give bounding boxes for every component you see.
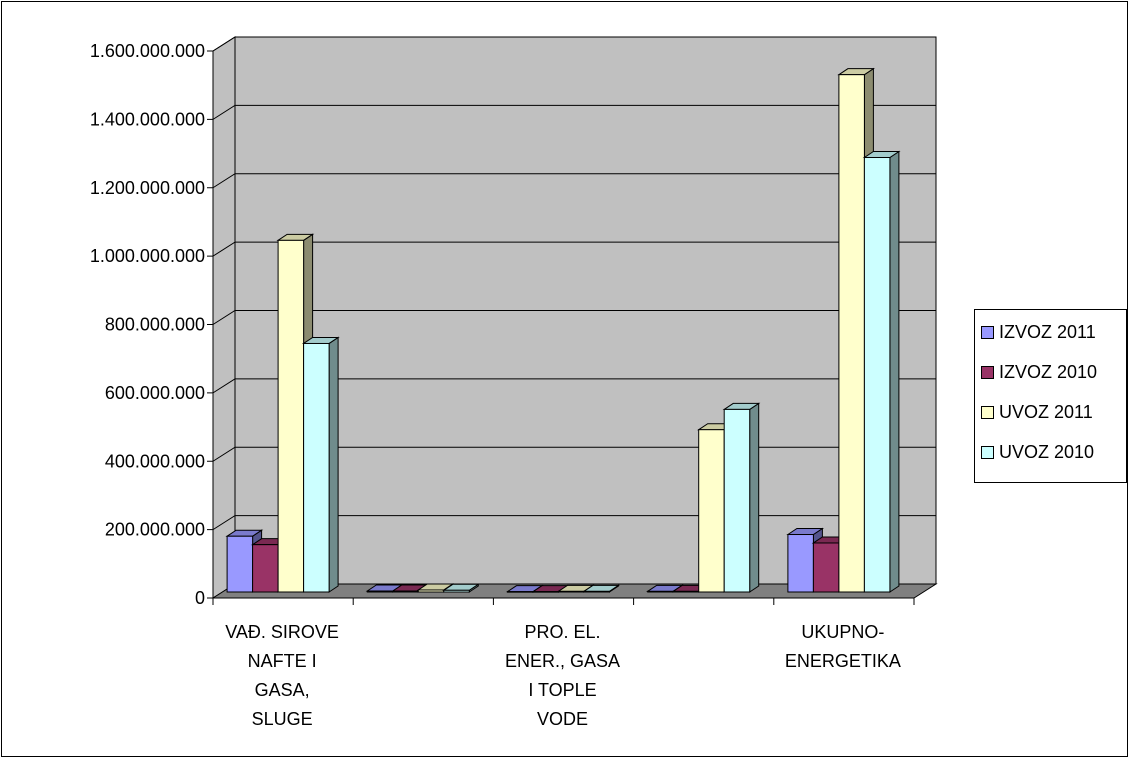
bar	[672, 590, 700, 593]
bar	[787, 534, 814, 593]
bar	[723, 408, 751, 593]
y-tick-label: 400.000.000	[105, 451, 205, 471]
y-tick-label: 0	[195, 588, 205, 608]
bar-side	[749, 402, 760, 593]
x-category-label: VODE	[537, 709, 588, 729]
y-tick-label: 200.000.000	[105, 520, 205, 540]
y-gridline	[212, 36, 936, 52]
bar	[303, 342, 330, 593]
bar	[392, 590, 419, 593]
bar	[698, 429, 725, 593]
legend-swatch	[981, 405, 994, 419]
legend-swatch	[981, 365, 994, 379]
x-category-label: PRO. EL.	[524, 622, 600, 642]
bar-side	[328, 336, 339, 593]
x-category-label: I TOPLE	[528, 680, 596, 700]
x-category-label: UKUPNO-	[801, 622, 884, 642]
x-category-label: VAĐ. SIROVE	[225, 622, 339, 642]
legend-label: IZVOZ 2011	[999, 321, 1096, 342]
y-gridline	[212, 173, 936, 189]
bar	[863, 157, 891, 593]
y-tick-label: 1.600.000.000	[90, 41, 205, 61]
bar	[812, 542, 840, 593]
bar-side	[889, 150, 900, 593]
x-category-label: ENERGETIKA	[785, 651, 901, 671]
y-gridline	[212, 378, 936, 394]
legend-item: UVOZ 2010	[981, 440, 1094, 464]
bar	[558, 590, 585, 593]
legend-label: IZVOZ 2010	[999, 361, 1098, 382]
bar	[277, 239, 305, 593]
legend-swatch	[981, 445, 994, 459]
bar	[647, 590, 674, 593]
legend-item: UVOZ 2011	[981, 400, 1093, 424]
y-tick-label: 1.400.000.000	[90, 109, 205, 129]
legend-label: UVOZ 2011	[999, 401, 1093, 422]
chart-legend: IZVOZ 2011 IZVOZ 2010 UVOZ 2011 UVOZ 2010	[974, 309, 1127, 483]
y-gridline	[212, 310, 936, 325]
legend-item: IZVOZ 2011	[981, 320, 1096, 344]
bar	[532, 591, 559, 593]
y-gridline	[212, 104, 936, 120]
legend-item: IZVOZ 2010	[981, 360, 1097, 384]
bar	[366, 590, 394, 593]
bar	[252, 544, 279, 593]
y-gridline	[212, 241, 936, 257]
bar	[417, 589, 445, 593]
y-tick-label: 1.200.000.000	[90, 178, 205, 198]
x-category-label: SLUGE	[252, 709, 313, 729]
bar	[226, 535, 254, 593]
bar	[838, 74, 865, 593]
bar	[507, 591, 534, 593]
legend-label: UVOZ 2010	[999, 441, 1095, 462]
legend-swatch	[981, 325, 994, 339]
bar	[583, 590, 610, 593]
y-tick-label: 800.000.000	[105, 315, 205, 335]
x-category-label: GASA,	[255, 680, 310, 700]
y-tick-label: 1.000.000.000	[90, 246, 205, 266]
bar	[443, 589, 470, 593]
x-category-label: ENER., GASA	[505, 651, 620, 671]
x-category-label: NAFTE I	[248, 651, 317, 671]
y-tick-label: 600.000.000	[105, 383, 205, 403]
